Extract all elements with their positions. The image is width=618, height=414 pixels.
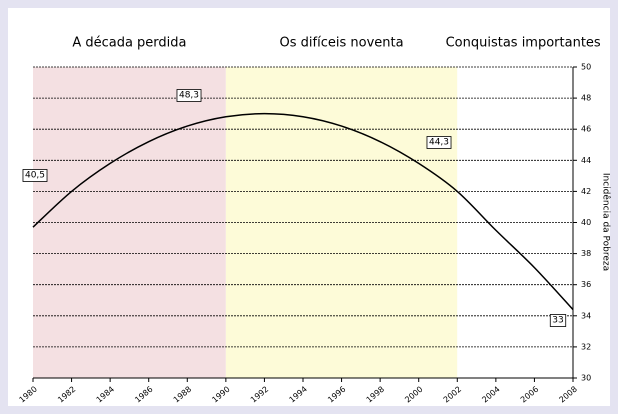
- y-tick-label: 40: [581, 218, 591, 227]
- y-tick-label: 48: [581, 94, 591, 103]
- y-axis-label: Incidência da Pobreza: [601, 173, 612, 271]
- y-tick-label: 36: [581, 280, 591, 289]
- period-label: Conquistas importantes: [446, 36, 601, 51]
- y-tick-label: 42: [581, 187, 591, 196]
- annotation: 44,3: [429, 138, 449, 148]
- annotation: 48,3: [179, 91, 199, 101]
- annotation-box: [176, 89, 202, 102]
- y-tick-label: 46: [581, 125, 591, 134]
- line: [32, 112, 574, 311]
- y-tick-label: 38: [581, 249, 591, 258]
- annotation-box: [426, 136, 452, 149]
- y-tick-label: 44: [581, 156, 591, 165]
- period-label: A década perdida: [72, 36, 186, 51]
- y-tick-label: 32: [581, 342, 591, 351]
- period-label: Os difíceis noventa: [280, 36, 404, 51]
- y-tick-label: 34: [581, 311, 591, 320]
- annotation: 33: [552, 316, 563, 326]
- y-tick-label: 30: [581, 374, 591, 383]
- annotation: 40,5: [25, 171, 45, 181]
- y-tick-label: 50: [581, 63, 591, 72]
- annotation-box: [22, 169, 48, 182]
- annotation-box: [549, 314, 567, 327]
